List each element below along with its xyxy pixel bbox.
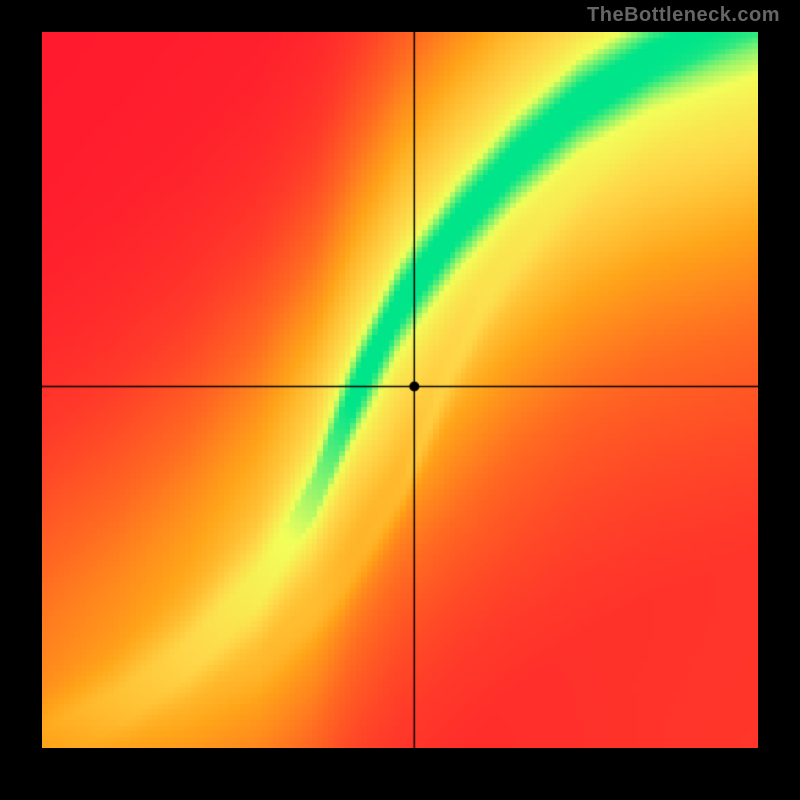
heatmap-plot <box>42 32 758 748</box>
watermark-text: TheBottleneck.com <box>587 4 780 27</box>
